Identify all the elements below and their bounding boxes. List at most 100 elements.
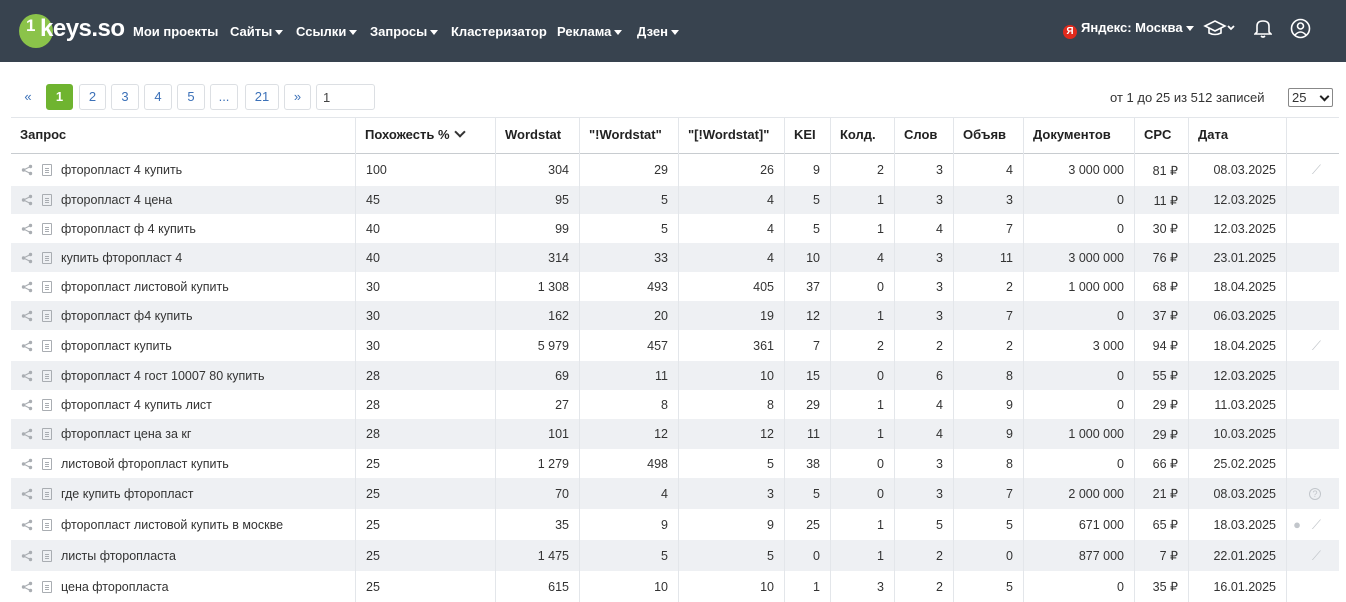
page-prev[interactable]: « xyxy=(16,84,40,110)
query-text[interactable]: фторопласт ф4 купить xyxy=(61,308,193,323)
table-row[interactable]: фторопласт листовой купить в москве 25 35 9… xyxy=(11,509,1339,540)
col-wordstat-bracket[interactable]: "[!Wordstat]" xyxy=(679,118,785,154)
table-row[interactable]: фторопласт 4 купить лист 28 27 8 8 29 1 4 9 0 29 ₽… xyxy=(11,390,1339,419)
table-row[interactable]: фторопласт ф4 купить 30 162 20 19 12 1 3 7 0 37 ₽0… xyxy=(11,301,1339,330)
page-5[interactable]: 5 xyxy=(177,84,205,110)
document-icon[interactable] xyxy=(42,487,52,500)
share-icon[interactable] xyxy=(21,519,33,531)
col-similarity[interactable]: Похожесть % xyxy=(356,118,496,154)
nav-links[interactable]: Ссылки xyxy=(296,24,358,39)
logo-text[interactable]: keys.so xyxy=(40,15,125,42)
document-icon[interactable] xyxy=(42,164,52,176)
document-icon[interactable] xyxy=(42,251,52,264)
query-text[interactable]: цена фторопласта xyxy=(61,579,169,594)
query-text[interactable]: фторопласт 4 гост 10007 80 купить xyxy=(61,368,265,383)
nav-queries[interactable]: Запросы xyxy=(370,24,439,39)
col-date[interactable]: Дата xyxy=(1189,118,1287,154)
nav-clusterizer[interactable]: Кластеризатор xyxy=(451,24,547,39)
table-row[interactable]: фторопласт ф 4 купить 40 99 5 4 5 1 4 7 0 30 ₽12.0… xyxy=(11,214,1339,243)
document-icon[interactable] xyxy=(42,194,52,206)
col-cpc[interactable]: CPC xyxy=(1135,118,1189,154)
table-row[interactable]: цена фторопласта 25 615 10 10 1 3 2 5 0 35 ₽16.01.… xyxy=(11,571,1339,602)
query-text[interactable]: фторопласт листовой купить в москве xyxy=(61,517,284,532)
magic-wand-icon[interactable]: ⟋ xyxy=(1311,337,1321,353)
query-text[interactable]: листы фторопласта xyxy=(61,548,176,563)
query-text[interactable]: листовой фторопласт купить xyxy=(61,456,229,471)
query-text[interactable]: где купить фторопласт xyxy=(61,486,194,501)
table-row[interactable]: купить фторопласт 4 40 314 33 4 10 4 3 11 3 000 0… xyxy=(11,243,1339,272)
nav-my-projects[interactable]: Мои проекты xyxy=(133,24,218,39)
document-icon[interactable] xyxy=(42,580,52,593)
table-row[interactable]: фторопласт 4 купить 100 304 29 26 9 2 3 4 3 000 0… xyxy=(11,154,1339,186)
table-row[interactable]: фторопласт купить 30 5 979 457 361 7 2 2 2 3 000 9… xyxy=(11,330,1339,361)
share-icon[interactable] xyxy=(21,488,33,500)
share-icon[interactable] xyxy=(21,310,33,322)
col-kold[interactable]: Колд. xyxy=(831,118,895,154)
nav-sites[interactable]: Сайты xyxy=(230,24,284,39)
query-text[interactable]: фторопласт 4 купить лист xyxy=(61,397,212,412)
col-wordstat-exact[interactable]: "!Wordstat" xyxy=(580,118,679,154)
magic-wand-icon[interactable]: ⟋ xyxy=(1311,547,1321,563)
magic-wand-icon[interactable]: ⟋ xyxy=(1311,516,1321,532)
document-icon[interactable] xyxy=(42,280,52,293)
query-text[interactable]: фторопласт 4 цена xyxy=(61,193,173,207)
table-row[interactable]: листы фторопласта 25 1 475 5 5 0 1 2 0 877 000 7 ₽… xyxy=(11,540,1339,571)
document-icon[interactable] xyxy=(42,518,52,531)
col-ads[interactable]: Объяв xyxy=(954,118,1024,154)
bell-icon[interactable] xyxy=(1253,18,1273,41)
keys-logo-circle[interactable] xyxy=(19,14,53,48)
graduation-cap-icon[interactable] xyxy=(1203,19,1235,42)
table-row[interactable]: фторопласт цена за кг 28 101 12 12 11 1 4 9 1 000… xyxy=(11,419,1339,449)
query-text[interactable]: фторопласт 4 купить xyxy=(61,163,183,177)
share-icon[interactable] xyxy=(21,281,33,293)
share-icon[interactable] xyxy=(21,223,33,235)
share-icon[interactable] xyxy=(21,194,33,206)
page-1[interactable]: 1 xyxy=(46,84,73,110)
query-text[interactable]: фторопласт купить xyxy=(61,338,172,353)
document-icon[interactable] xyxy=(42,339,52,352)
question-icon[interactable]: ? xyxy=(1309,487,1321,500)
query-text[interactable]: фторопласт ф 4 купить xyxy=(61,221,196,236)
col-documents[interactable]: Документов xyxy=(1024,118,1135,154)
share-icon[interactable] xyxy=(21,340,33,352)
query-text[interactable]: фторопласт цена за кг xyxy=(61,427,192,441)
document-icon[interactable] xyxy=(42,369,52,382)
query-text[interactable]: фторопласт листовой купить xyxy=(61,279,229,294)
table-row[interactable]: где купить фторопласт 25 70 4 3 5 0 3 7 2 000 000… xyxy=(11,478,1339,509)
share-icon[interactable] xyxy=(21,458,33,470)
col-words[interactable]: Слов xyxy=(895,118,954,154)
col-query[interactable]: Запрос xyxy=(11,118,356,154)
nav-ads[interactable]: Реклама xyxy=(557,24,623,39)
col-kei[interactable]: KEI xyxy=(785,118,831,154)
nav-dzen[interactable]: Дзен xyxy=(637,24,679,39)
col-wordstat[interactable]: Wordstat xyxy=(496,118,580,154)
query-text[interactable]: купить фторопласт 4 xyxy=(61,250,183,265)
share-icon[interactable] xyxy=(21,399,33,411)
globe-icon[interactable]: ● xyxy=(1293,517,1301,532)
magic-wand-icon[interactable]: ⟋ xyxy=(1311,162,1321,177)
table-row[interactable]: листовой фторопласт купить 25 1 279 498 5 38 0… xyxy=(11,449,1339,478)
share-icon[interactable] xyxy=(21,252,33,264)
page-3[interactable]: 3 xyxy=(111,84,139,110)
table-row[interactable]: фторопласт листовой купить 30 1 308 493 405 3… xyxy=(11,272,1339,301)
share-icon[interactable] xyxy=(21,164,33,176)
share-icon[interactable] xyxy=(21,550,33,562)
region-selector[interactable]: Я Яндекс: Москва xyxy=(1063,20,1194,39)
share-icon[interactable] xyxy=(21,428,33,440)
share-icon[interactable] xyxy=(21,581,33,593)
page-4[interactable]: 4 xyxy=(144,84,172,110)
page-jump-input[interactable] xyxy=(316,84,375,110)
table-row[interactable]: фторопласт 4 цена 45 95 5 4 5 1 3 3 0 11 ₽12.03.20… xyxy=(11,186,1339,214)
share-icon[interactable] xyxy=(21,370,33,382)
document-icon[interactable] xyxy=(42,398,52,411)
page-2[interactable]: 2 xyxy=(79,84,106,110)
document-icon[interactable] xyxy=(42,222,52,235)
per-page-select[interactable]: 25 xyxy=(1288,88,1333,107)
document-icon[interactable] xyxy=(42,309,52,322)
page-next[interactable]: » xyxy=(284,84,311,110)
document-icon[interactable] xyxy=(42,549,52,562)
document-icon[interactable] xyxy=(42,457,52,470)
user-icon[interactable] xyxy=(1290,18,1311,42)
table-row[interactable]: фторопласт 4 гост 10007 80 купить 28 69 11 1… xyxy=(11,361,1339,390)
document-icon[interactable] xyxy=(42,428,52,440)
